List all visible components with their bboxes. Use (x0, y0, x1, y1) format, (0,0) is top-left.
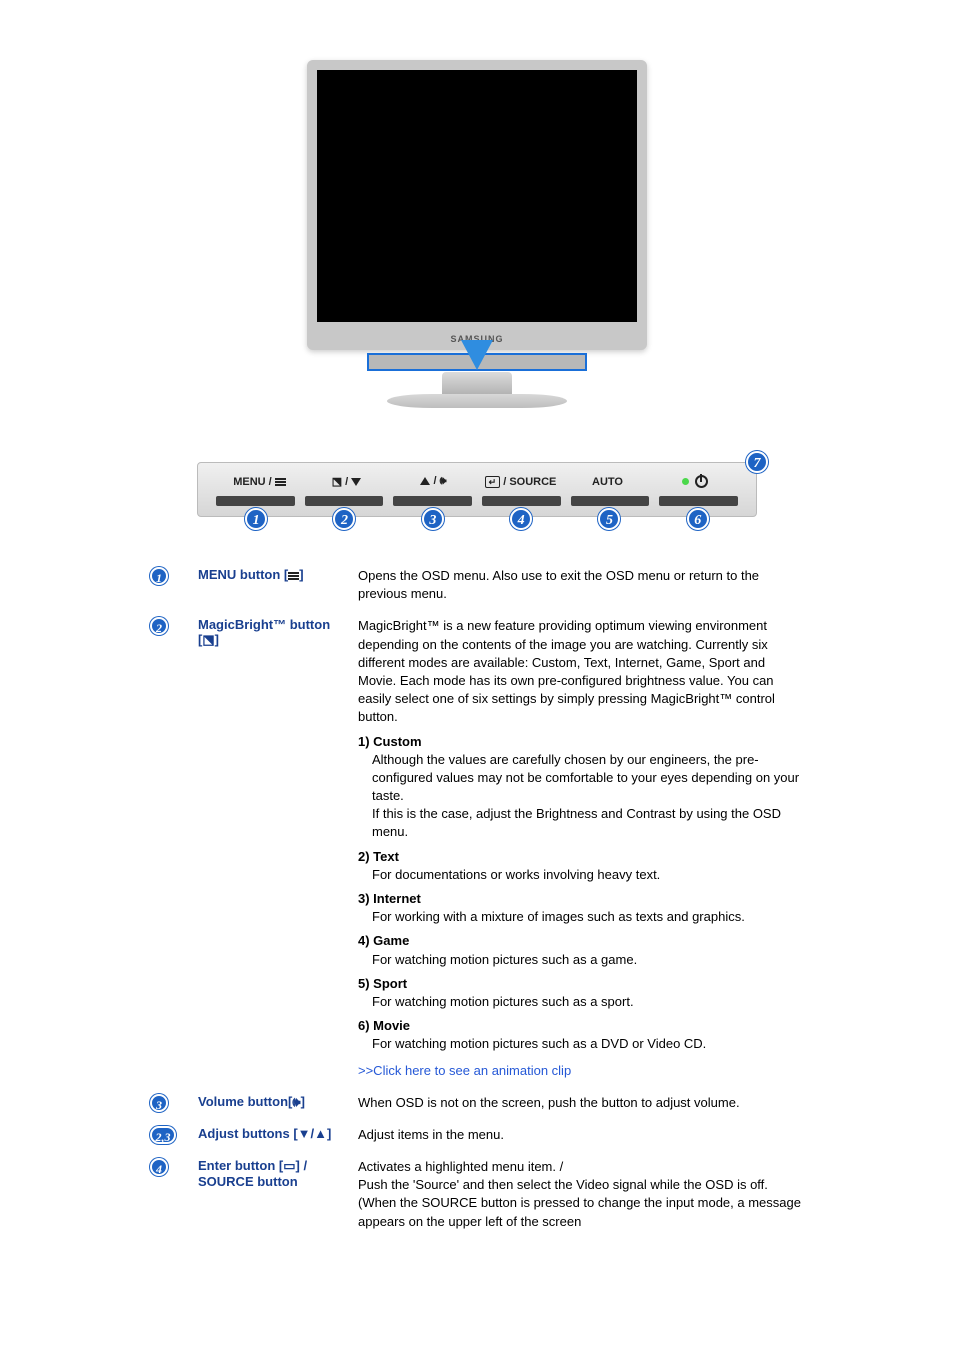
def-badge-3: 3 (150, 1094, 168, 1112)
callout-badge-1: 1 (245, 508, 267, 530)
def-desc-menu: Opens the OSD menu. Also use to exit the… (358, 567, 804, 603)
def-row-menu: 1 MENU button [] Opens the OSD menu. Als… (150, 567, 804, 603)
panel-button-labels: MENU / ⬔ / / 🕪 ↵ / SOURCE AUTO (216, 475, 738, 488)
sub-title-text: 2) Text (358, 848, 804, 866)
callout-badge-5: 5 (598, 508, 620, 530)
def-badge-2-3: 2,3 (150, 1126, 176, 1144)
def-desc-adjust: Adjust items in the menu. (358, 1126, 804, 1144)
callout-badge-3: 3 (422, 508, 444, 530)
def-badge-2: 2 (150, 617, 168, 635)
def-desc-enter-source: Activates a highlighted menu item. / Pus… (358, 1158, 804, 1231)
def-term-volume: Volume button[🕪] (198, 1094, 358, 1112)
sub-title-internet: 3) Internet (358, 890, 804, 908)
sub-body-custom: Although the values are carefully chosen… (372, 751, 804, 842)
def-term-magicbright: MagicBright™ button [⬔] (198, 617, 358, 1079)
sub-title-custom: 1) Custom (358, 733, 804, 751)
animation-clip-link[interactable]: >>Click here to see an animation clip (358, 1062, 804, 1080)
sub-body-movie: For watching motion pictures such as a D… (372, 1035, 804, 1053)
def-term-enter-source: Enter button [▭] / SOURCE button (198, 1158, 358, 1231)
up-triangle-icon (420, 477, 430, 485)
def-badge-4: 4 (150, 1158, 168, 1176)
panel-label-source: ↵ / SOURCE (477, 476, 564, 488)
sub-title-sport: 5) Sport (358, 975, 804, 993)
panel-label-magicbright: ⬔ / (303, 475, 390, 488)
def-row-adjust: 2,3 Adjust buttons [▼/▲] Adjust items in… (150, 1126, 804, 1144)
monitor-bezel: SAMSUNG (307, 60, 647, 350)
sub-body-sport: For watching motion pictures such as a s… (372, 993, 804, 1011)
panel-label-volume: / 🕪 (390, 475, 477, 488)
enter-icon: ↵ (485, 476, 501, 488)
callout-badge-7: 7 (746, 451, 768, 473)
def-term-adjust: Adjust buttons [▼/▲] (198, 1126, 358, 1144)
def-row-enter-source: 4 Enter button [▭] / SOURCE button Activ… (150, 1158, 804, 1231)
power-icon (695, 475, 708, 488)
def-desc-magicbright: MagicBright™ is a new feature providing … (358, 617, 804, 1079)
monitor-body: SAMSUNG (307, 60, 647, 370)
def-badge-1: 1 (150, 567, 168, 585)
sub-title-movie: 6) Movie (358, 1017, 804, 1035)
menu-icon (288, 572, 299, 580)
sub-body-internet: For working with a mixture of images suc… (372, 908, 804, 926)
down-triangle-icon (351, 478, 361, 486)
menu-icon (275, 478, 286, 486)
button-panel-detail: 7 MENU / ⬔ / / 🕪 ↵ / SOURCE AUTO 1 2 3 4… (197, 462, 757, 517)
panel-physical-buttons (216, 496, 738, 506)
panel-label-auto: AUTO (564, 476, 651, 488)
def-desc-volume: When OSD is not on the screen, push the … (358, 1094, 804, 1112)
panel-label-menu: MENU / (216, 476, 303, 488)
power-led-icon (682, 478, 689, 485)
sub-title-game: 4) Game (358, 932, 804, 950)
callout-badge-4: 4 (510, 508, 532, 530)
sub-body-game: For watching motion pictures such as a g… (372, 951, 804, 969)
panel-label-power (651, 475, 738, 488)
callout-badge-2: 2 (333, 508, 355, 530)
monitor-diagram: SAMSUNG 7 MENU / ⬔ / / 🕪 ↵ / SOURCE AUTO… (197, 60, 757, 517)
panel-callout-numbers: 1 2 3 4 5 6 (198, 508, 756, 530)
definition-list: 1 MENU button [] Opens the OSD menu. Als… (150, 567, 804, 1231)
def-row-magicbright: 2 MagicBright™ button [⬔] MagicBright™ i… (150, 617, 804, 1079)
def-row-volume: 3 Volume button[🕪] When OSD is not on th… (150, 1094, 804, 1112)
callout-badge-6: 6 (687, 508, 709, 530)
def-term-menu: MENU button [] (198, 567, 358, 603)
sub-body-text: For documentations or works involving he… (372, 866, 804, 884)
